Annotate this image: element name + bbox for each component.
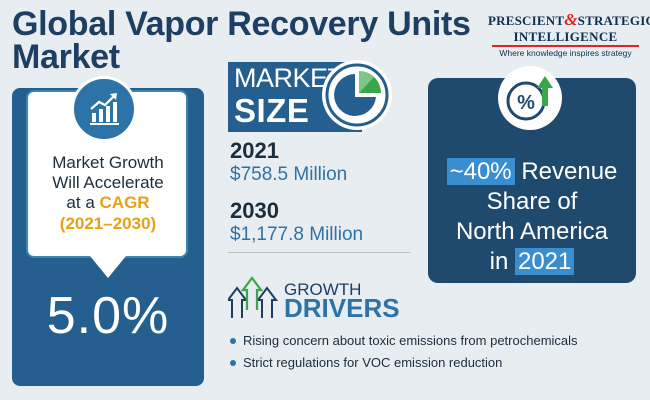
revenue-share-line-2: Share of	[486, 188, 578, 215]
list-item: Strict regulations for VOC emission redu…	[230, 352, 578, 374]
logo-word-intelligence: INTELLIGENCE	[513, 29, 618, 44]
section-divider	[228, 252, 410, 253]
market-size-year-2021: 2021	[230, 138, 279, 163]
growth-arrows-icon	[226, 276, 280, 320]
growth-line-2: Will Accelerate	[52, 173, 164, 192]
growth-statement: Market Growth Will Accelerate at a CAGR	[30, 153, 186, 213]
market-size-value-2030: $1,177.8 Million	[230, 224, 364, 245]
logo-ampersand: &	[564, 10, 578, 29]
market-size-label-2: SIZE	[234, 92, 310, 129]
revenue-share-line-4: in 2021	[428, 248, 636, 276]
growth-line-1: Market Growth	[52, 153, 164, 172]
revenue-share-year: 2021	[514, 248, 575, 275]
logo-tagline: Where knowledge inspires strategy	[499, 48, 632, 58]
growth-line-3-prefix: at a	[66, 193, 100, 212]
drivers-label-2: DRIVERS	[284, 293, 400, 323]
growth-chart-icon	[71, 76, 137, 142]
logo-word-strategic: STRATEGIC	[577, 13, 650, 28]
cagr-period: (2021–2030)	[59, 214, 157, 233]
company-logo: PRESCIENT&STRATEGIC INTELLIGENCE Where k…	[488, 10, 650, 58]
pie-chart-icon	[322, 60, 392, 130]
revenue-share-line-3: North America	[455, 218, 609, 245]
cagr-label: CAGR	[99, 193, 150, 212]
percent-up-icon: %	[498, 66, 562, 130]
logo-divider	[492, 45, 639, 47]
revenue-share-line-4-prefix: in	[489, 248, 515, 275]
title-line-2: Market	[12, 38, 120, 76]
drivers-label-1: GROWTH	[284, 280, 362, 299]
revenue-share-value: ~40%	[446, 158, 515, 185]
cagr-value: 5.0%	[46, 287, 170, 345]
drivers-list: Rising concern about toxic emissions fro…	[230, 330, 578, 374]
list-item: Rising concern about toxic emissions fro…	[230, 330, 578, 352]
logo-word-prescient: PRESCIENT	[488, 13, 565, 28]
svg-text:%: %	[517, 92, 535, 114]
title-line-1: Global Vapor Recovery Units	[12, 5, 471, 43]
market-size-year-2030: 2030	[230, 198, 279, 223]
market-size-value-2021: $758.5 Million	[230, 164, 348, 185]
revenue-share-line-1-rest: Revenue	[514, 158, 618, 185]
page-title: Global Vapor Recovery Units Market	[12, 5, 482, 76]
revenue-share-line-1: ~40% Revenue	[428, 158, 636, 186]
